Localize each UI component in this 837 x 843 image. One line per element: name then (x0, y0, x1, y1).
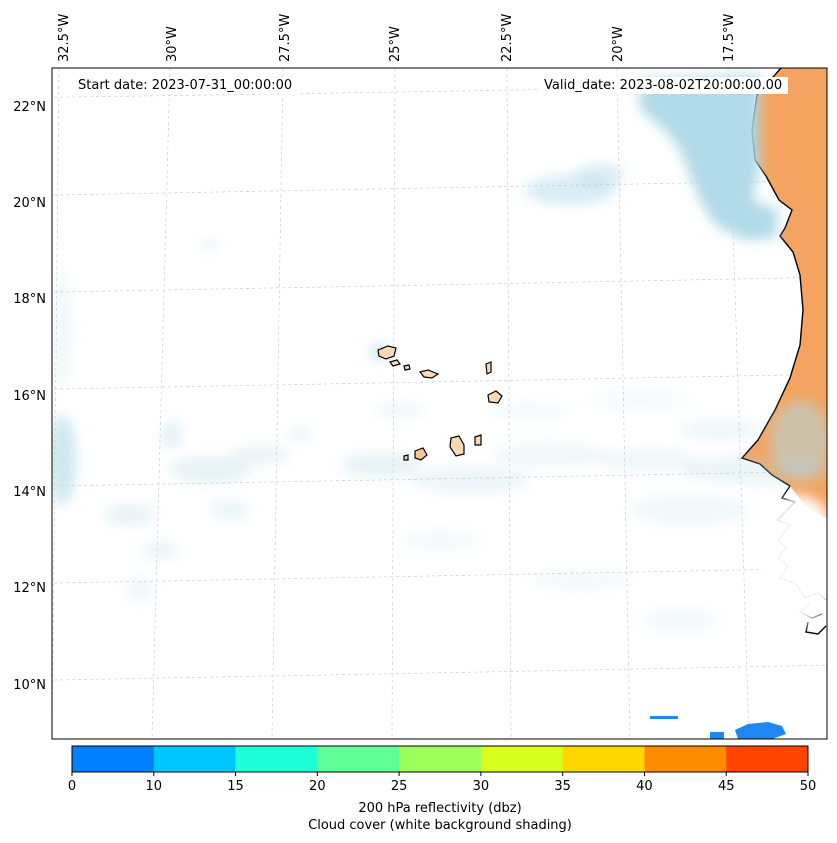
valid-date-label: Valid_date: 2023-08-02T20:00:00.00 (538, 77, 789, 94)
colorbar-swatch (399, 746, 482, 772)
lon-label: 27.5°W (278, 14, 293, 62)
cloud-cover-senegal (680, 400, 827, 625)
lon-label: 30°W (165, 26, 180, 62)
colorbar-tick-label: 30 (473, 779, 490, 794)
lat-label: 10°N (13, 678, 46, 693)
cloud-cover-north (525, 75, 778, 240)
lon-label: 22.5°W (500, 14, 515, 62)
lon-label: 32.5°W (57, 14, 72, 62)
lon-label: 25°W (388, 26, 403, 62)
lat-label: 16°N (13, 389, 46, 404)
map-frame (51, 67, 828, 740)
cloud-cover-ocean (52, 239, 760, 632)
colorbar: 0 10 15 20 25 30 35 40 45 50 (68, 745, 817, 794)
colorbar-tick-label: 45 (718, 779, 735, 794)
lon-label: 17.5°W (722, 14, 737, 62)
colorbar-swatch (317, 746, 400, 772)
latitude-labels: 22°N 20°N 18°N 16°N 14°N 12°N 10°N (13, 100, 46, 693)
colorbar-tick-label: 0 (68, 779, 76, 794)
lon-label: 20°W (611, 26, 626, 62)
colorbar-sublabel: Cloud cover (white background shading) (308, 818, 572, 833)
start-date-label: Start date: 2023-07-31_00:00:00 (72, 77, 299, 94)
colorbar-swatch (480, 746, 564, 772)
lat-label: 20°N (13, 196, 46, 211)
colorbar-label: 200 hPa reflectivity (dbz) (358, 801, 522, 816)
colorbar-tick-label: 20 (309, 779, 326, 794)
lat-label: 12°N (13, 581, 46, 596)
colorbar-swatch (153, 746, 237, 772)
lat-label: 18°N (13, 292, 46, 307)
longitude-labels: 32.5°W 30°W 27.5°W 25°W 22.5°W 20°W 17.5… (57, 14, 737, 62)
lat-label: 22°N (13, 100, 46, 115)
reflectivity-echoes (650, 716, 786, 739)
colorbar-swatch (644, 746, 727, 772)
cape-verde-islands (377, 345, 503, 461)
colorbar-frame (71, 745, 809, 773)
colorbar-swatch (72, 746, 155, 772)
colorbar-swatch (235, 746, 318, 772)
colorbar-swatch (562, 746, 645, 772)
colorbar-tick-label: 15 (227, 779, 244, 794)
colorbar-tick-label: 40 (636, 779, 653, 794)
colorbar-tick-label: 50 (800, 779, 817, 794)
colorbar-tick-label: 25 (391, 779, 408, 794)
colorbar-tick-label: 10 (146, 779, 163, 794)
colorbar-swatch (726, 746, 809, 772)
colorbar-tick-label: 35 (554, 779, 571, 794)
lat-label: 14°N (13, 485, 46, 500)
